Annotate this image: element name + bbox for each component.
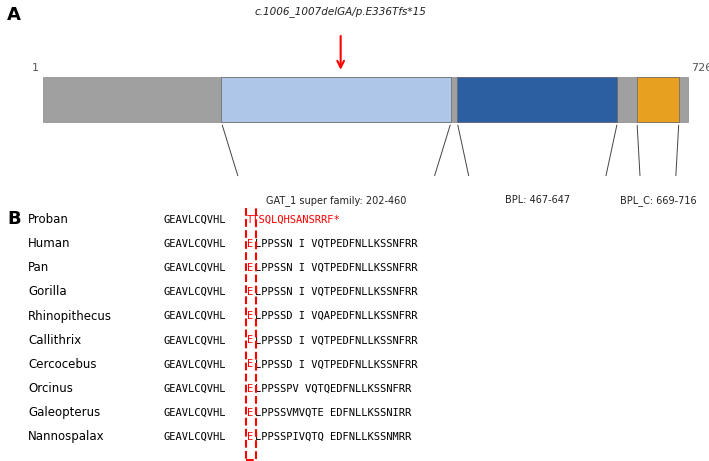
Text: LPPSSVMVQTE EDFNLLKSSNIRR: LPPSSVMVQTE EDFNLLKSSNIRR bbox=[255, 408, 411, 418]
Text: E: E bbox=[247, 287, 253, 297]
Text: GEAVLCQVHL: GEAVLCQVHL bbox=[163, 360, 225, 369]
Text: E: E bbox=[247, 311, 253, 321]
Text: LPPSSD I VQAPEDFNLLKSSNFRR: LPPSSD I VQAPEDFNLLKSSNFRR bbox=[255, 311, 418, 321]
Text: LPPSSN I VQTPEDFNLLKSSNFRR: LPPSSN I VQTPEDFNLLKSSNFRR bbox=[255, 239, 418, 248]
Text: LPPSSD I VQTPEDFNLLKSSNFRR: LPPSSD I VQTPEDFNLLKSSNFRR bbox=[255, 360, 418, 369]
Text: TTSQLQHSANSRRF*: TTSQLQHSANSRRF* bbox=[247, 214, 340, 225]
Text: 726: 726 bbox=[691, 63, 709, 73]
Bar bbox=[221, 77, 451, 123]
Text: GEAVLCQVHL: GEAVLCQVHL bbox=[163, 263, 225, 273]
Text: E: E bbox=[247, 384, 253, 394]
Text: E: E bbox=[247, 239, 253, 248]
Text: 1: 1 bbox=[32, 63, 39, 73]
Text: Pan: Pan bbox=[28, 261, 50, 274]
Text: E: E bbox=[247, 432, 253, 442]
Text: GEAVLCQVHL: GEAVLCQVHL bbox=[163, 287, 225, 297]
Text: GAT_1 super family: 202-460: GAT_1 super family: 202-460 bbox=[266, 195, 406, 206]
Text: Orcinus: Orcinus bbox=[28, 382, 73, 395]
Text: E: E bbox=[247, 335, 253, 345]
Text: Rhinopithecus: Rhinopithecus bbox=[28, 310, 112, 323]
Text: LPPSSPV VQTQEDFNLLKSSNFRR: LPPSSPV VQTQEDFNLLKSSNFRR bbox=[255, 384, 411, 394]
Text: A: A bbox=[7, 6, 21, 24]
Text: GEAVLCQVHL: GEAVLCQVHL bbox=[163, 408, 225, 418]
Text: GEAVLCQVHL: GEAVLCQVHL bbox=[163, 311, 225, 321]
Text: Nannospalax: Nannospalax bbox=[28, 431, 105, 443]
Text: c.1006_1007delGA/p.E336Tfs*15: c.1006_1007delGA/p.E336Tfs*15 bbox=[255, 6, 427, 17]
Bar bbox=[43, 77, 688, 123]
Text: E: E bbox=[247, 408, 253, 418]
Text: LPPSSN I VQTPEDFNLLKSSNFRR: LPPSSN I VQTPEDFNLLKSSNFRR bbox=[255, 263, 418, 273]
Text: Callithrix: Callithrix bbox=[28, 334, 82, 347]
Text: GEAVLCQVHL: GEAVLCQVHL bbox=[163, 384, 225, 394]
Text: Galeopterus: Galeopterus bbox=[28, 406, 101, 419]
Text: E: E bbox=[247, 360, 253, 369]
Text: Cercocebus: Cercocebus bbox=[28, 358, 97, 371]
Text: E: E bbox=[247, 263, 253, 273]
Text: LPPSSPIVQTQ EDFNLLKSSNMRR: LPPSSPIVQTQ EDFNLLKSSNMRR bbox=[255, 432, 411, 442]
Bar bbox=[457, 77, 618, 123]
Text: Gorilla: Gorilla bbox=[28, 285, 67, 298]
Bar bbox=[246, 206, 256, 460]
Text: GEAVLCQVHL: GEAVLCQVHL bbox=[163, 214, 225, 225]
Text: BPL: 467-647: BPL: 467-647 bbox=[505, 195, 570, 205]
Text: LPPSSN I VQTPEDFNLLKSSNFRR: LPPSSN I VQTPEDFNLLKSSNFRR bbox=[255, 287, 418, 297]
Text: LPPSSD I VQTPEDFNLLKSSNFRR: LPPSSD I VQTPEDFNLLKSSNFRR bbox=[255, 335, 418, 345]
Text: GEAVLCQVHL: GEAVLCQVHL bbox=[163, 432, 225, 442]
Text: B: B bbox=[7, 210, 21, 228]
Text: GEAVLCQVHL: GEAVLCQVHL bbox=[163, 335, 225, 345]
Text: GEAVLCQVHL: GEAVLCQVHL bbox=[163, 239, 225, 248]
Bar bbox=[637, 77, 679, 123]
Text: Proban: Proban bbox=[28, 213, 69, 226]
Text: Human: Human bbox=[28, 237, 71, 250]
Text: BPL_C: 669-716: BPL_C: 669-716 bbox=[620, 195, 696, 206]
